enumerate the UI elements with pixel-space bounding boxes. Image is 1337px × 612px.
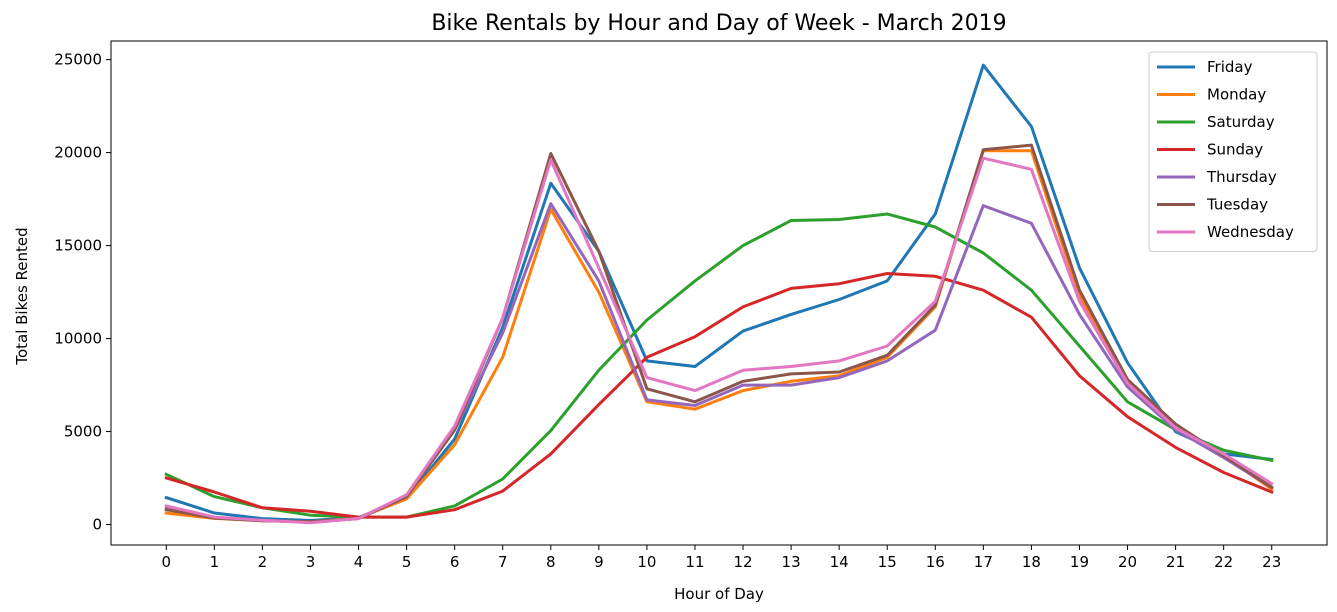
x-tick-label: 17 xyxy=(974,553,993,571)
x-tick-label: 23 xyxy=(1262,553,1281,571)
x-tick-label: 11 xyxy=(685,553,704,571)
x-tick-label: 20 xyxy=(1118,553,1137,571)
y-axis-label: Total Bikes Rented xyxy=(13,227,31,365)
x-tick-label: 3 xyxy=(306,553,316,571)
chart-title: Bike Rentals by Hour and Day of Week - M… xyxy=(431,11,1006,36)
y-tick-label: 10000 xyxy=(54,330,102,348)
y-tick-label: 25000 xyxy=(54,51,102,69)
y-tick-label: 5000 xyxy=(64,423,102,441)
x-tick-label: 22 xyxy=(1214,553,1233,571)
series-line-wednesday xyxy=(164,156,1274,525)
y-tick-label: 20000 xyxy=(54,144,102,162)
plot-area-frame xyxy=(110,40,1328,546)
x-tick-label: 5 xyxy=(402,553,412,571)
x-tick-label: 0 xyxy=(161,553,171,571)
series-line-thursday xyxy=(164,202,1274,524)
legend-label: Saturday xyxy=(1207,113,1275,131)
x-axis-label: Hour of Day xyxy=(674,585,764,603)
legend-label: Friday xyxy=(1207,58,1253,76)
x-tick-label: 18 xyxy=(1022,553,1041,571)
x-tick-label: 7 xyxy=(498,553,508,571)
x-tick-label: 2 xyxy=(258,553,268,571)
y-tick-label: 0 xyxy=(92,516,102,534)
x-tick-label: 1 xyxy=(210,553,220,571)
y-axis-label-group: Total Bikes Rented xyxy=(13,227,31,365)
legend-label: Wednesday xyxy=(1207,223,1294,241)
x-tick-label: 9 xyxy=(594,553,604,571)
x-tick-label: 6 xyxy=(450,553,460,571)
x-tick-label: 19 xyxy=(1070,553,1089,571)
series-line-saturday xyxy=(164,212,1274,519)
x-tick-label: 16 xyxy=(926,553,945,571)
x-tick-label: 13 xyxy=(782,553,801,571)
axis-ticks: 0 1 2 3 4 5 6 7 8 9 10 11 12 13 14 15 16 17 18 19 20 21 22 2305… xyxy=(54,51,1281,571)
legend: Friday Monday Saturday Sunday Thursday Tuesda… xyxy=(1148,51,1318,252)
x-tick-label: 14 xyxy=(830,553,849,571)
y-tick-label: 15000 xyxy=(54,237,102,255)
x-tick-label: 21 xyxy=(1166,553,1185,571)
legend-label: Sunday xyxy=(1207,141,1263,159)
x-tick-label: 12 xyxy=(733,553,752,571)
series-lines xyxy=(164,63,1274,525)
x-tick-label: 15 xyxy=(878,553,897,571)
legend-label: Tuesday xyxy=(1206,196,1268,214)
legend-label: Thursday xyxy=(1206,168,1277,186)
series-line-tuesday xyxy=(164,143,1274,524)
x-tick-label: 8 xyxy=(546,553,556,571)
x-tick-label: 10 xyxy=(637,553,656,571)
series-line-sunday xyxy=(164,272,1274,519)
series-line-friday xyxy=(164,63,1274,522)
legend-label: Monday xyxy=(1207,86,1266,104)
legend-box xyxy=(1148,51,1318,252)
x-tick-label: 4 xyxy=(354,553,364,571)
